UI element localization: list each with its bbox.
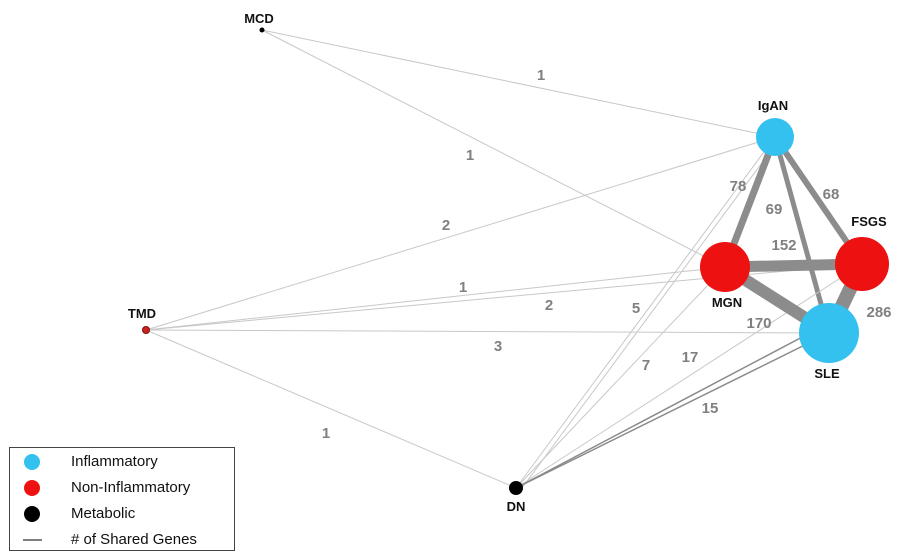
nodes-layer	[142, 27, 889, 495]
metabolic-swatch-icon	[24, 506, 40, 522]
edges-layer	[145, 29, 869, 489]
legend-item-inflammatory: Inflammatory	[10, 451, 234, 473]
edge-label-tmd-fsgs: 1	[459, 279, 467, 296]
edge-mcd-mgn	[261, 29, 726, 268]
edge-dn-fsgs	[515, 263, 863, 489]
node-label-mgn: MGN	[712, 295, 742, 310]
node-mgn	[700, 242, 750, 292]
legend: Inflammatory Non-Inflammatory Metabolic …	[9, 447, 235, 551]
edge-igan-sle	[772, 136, 832, 334]
edge-label-igan-fsgs: 68	[823, 186, 840, 203]
node-tmd	[142, 326, 150, 334]
node-label-sle: SLE	[814, 366, 840, 381]
edge-label-dn-sle: 17	[682, 349, 699, 366]
legend-item-shared-genes: # of Shared Genes	[10, 529, 234, 551]
legend-label: Inflammatory	[71, 453, 158, 470]
edge-mcd-igan	[261, 29, 776, 138]
edge-label-tmd-sle: 3	[494, 338, 502, 355]
edge-label-dn-sle: 15	[702, 400, 719, 417]
legend-label: Metabolic	[71, 505, 136, 522]
non-inflammatory-swatch-icon	[24, 480, 40, 496]
edge-label-mcd-igan: 1	[537, 67, 545, 84]
edge-label-dn-fsgs: 7	[642, 357, 650, 374]
edge-dn-igan	[515, 136, 776, 489]
node-sle	[799, 303, 859, 363]
legend-item-non-inflammatory: Non-Inflammatory	[10, 477, 234, 499]
legend-item-metabolic: Metabolic	[10, 503, 234, 525]
edge-label-tmd-mgn: 2	[545, 297, 553, 314]
edge-tmd-sle	[145, 329, 830, 334]
inflammatory-swatch-icon	[24, 454, 40, 470]
edge-dn-sle	[515, 324, 826, 489]
legend-label: Non-Inflammatory	[71, 479, 191, 496]
edge-label-fsgs-sle: 286	[866, 304, 891, 321]
edge-line-icon	[23, 539, 42, 541]
edge-label-tmd-dn: 1	[322, 425, 330, 442]
edge-label-dn-mgn: 5	[632, 300, 640, 317]
edge-tmd-mgn	[145, 266, 726, 331]
node-label-igan: IgAN	[758, 98, 788, 113]
edge-dn-sle	[515, 332, 830, 489]
edge-labels-layer: 1 1 2 1 2 3 1 78 5 7 15 17 69 68 152 170 286	[322, 67, 892, 442]
edge-label-mcd-mgn: 1	[466, 147, 474, 164]
node-igan	[756, 118, 794, 156]
node-fsgs	[835, 237, 889, 291]
node-label-mcd: MCD	[244, 11, 274, 26]
edge-label-mgn-sle: 170	[746, 315, 771, 332]
node-mcd	[259, 27, 265, 33]
edge-label-mgn-fsgs: 152	[771, 237, 796, 254]
edge-label-igan-mgn: 69	[766, 201, 783, 218]
edge-label-dn-igan: 78	[730, 178, 747, 195]
node-labels-layer: MCD IgAN FSGS MGN SLE TMD DN	[128, 11, 887, 514]
edge-dn-igan	[521, 136, 782, 489]
edge-dn-mgn	[515, 266, 726, 489]
edge-label-tmd-igan: 2	[442, 217, 450, 234]
node-dn	[509, 481, 523, 495]
node-label-dn: DN	[507, 499, 526, 514]
edge-tmd-igan	[145, 136, 776, 331]
edge-tmd-dn	[145, 329, 517, 489]
legend-label: # of Shared Genes	[71, 531, 197, 548]
node-label-tmd: TMD	[128, 306, 156, 321]
node-label-fsgs: FSGS	[851, 214, 887, 229]
